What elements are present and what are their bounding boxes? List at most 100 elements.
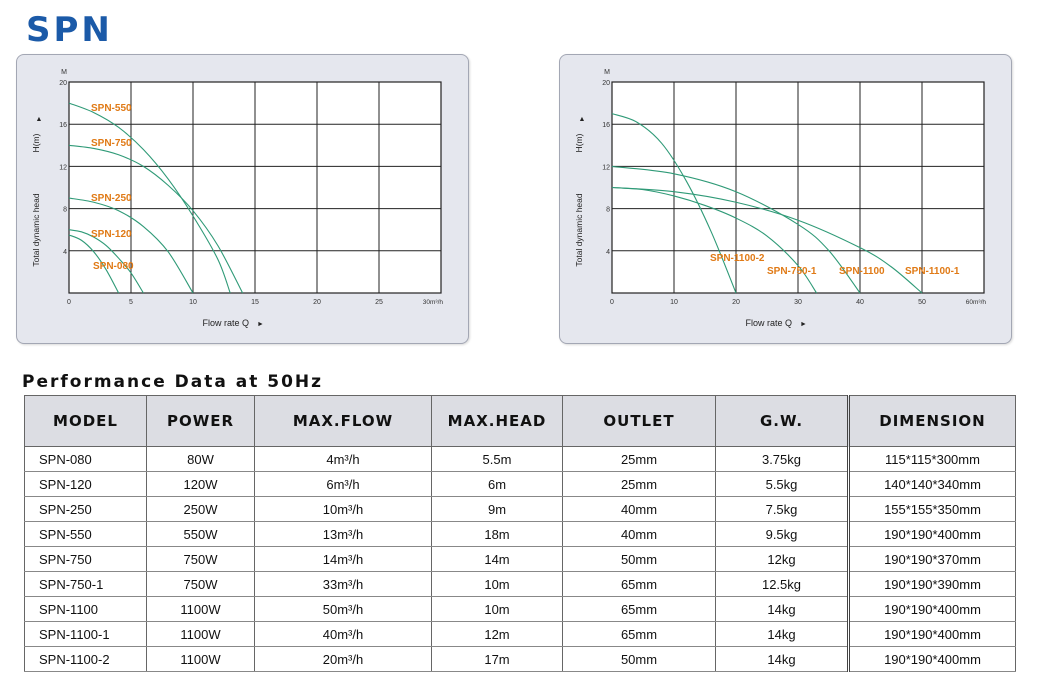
cell-model: SPN-1100-1 [24,621,147,647]
cell-dimension: 115*115*300mm [847,446,1016,472]
series-label: SPN-250 [91,193,132,204]
cell-model: SPN-1100-2 [24,646,147,672]
cell-max-flow: 13m³/h [254,521,432,547]
cell-max-flow: 40m³/h [254,621,432,647]
chart-panel-left: 0 5 10 15 20 25 30m³/h 4 8 12 16 20 M Total dynamic h… [16,54,469,344]
cell-gw: 3.75kg [715,446,849,472]
y-tick-label: 20 [602,80,610,87]
y-tick-label: 8 [63,207,67,214]
x-axis-label: Flow rate Q [745,318,792,328]
section-title: Performance Data at 50Hz [22,372,324,392]
cell-model: SPN-250 [24,496,147,522]
cell-max-head: 18m [431,521,563,547]
table-row: SPN-120 120W 6m³/h 6m 25mm 5.5kg 140*140*340mm [24,471,1016,497]
table-header-row: MODEL POWER MAX.FLOW MAX.HEAD OUTLET G.W… [24,395,1016,447]
cell-max-flow: 50m³/h [254,596,432,622]
y-axis-unit: M [604,69,610,76]
header-dimension: DIMENSION [847,395,1016,447]
y-axis-label: Total dynamic head [31,193,41,267]
series-line [68,234,120,294]
header-max-flow: MAX.FLOW [254,395,432,447]
series-label: SPN-1100-2 [710,253,765,264]
cell-max-head: 10m [431,596,563,622]
cell-model: SPN-550 [24,521,147,547]
cell-model: SPN-750-1 [24,571,147,597]
x-tick-label: 0 [67,299,71,306]
cell-power: 250W [146,496,255,522]
y-tick-label: 16 [59,122,67,129]
x-tick-label: 20 [313,299,321,306]
series-label: SPN-1100 [839,266,885,277]
x-tick-label: 20 [732,299,740,306]
cell-power: 550W [146,521,255,547]
cell-model: SPN-750 [24,546,147,572]
cell-max-head: 14m [431,546,563,572]
cell-dimension: 190*190*400mm [847,521,1016,547]
x-tick-label: 10 [189,299,197,306]
cell-max-flow: 33m³/h [254,571,432,597]
series-line [68,197,194,294]
cell-gw: 12.5kg [715,571,849,597]
cell-dimension: 190*190*390mm [847,571,1016,597]
pump-curve-chart-right: 0 10 20 30 40 50 60m³/h 4 8 12 16 20 M Total dynamic … [574,69,987,328]
cell-max-flow: 6m³/h [254,471,432,497]
cell-outlet: 65mm [562,596,716,622]
header-power: POWER [146,395,255,447]
header-model: MODEL [24,395,147,447]
table-row: SPN-550 550W 13m³/h 18m 40mm 9.5kg 190*190*400… [24,521,1016,547]
header-gw: G.W. [715,395,849,447]
series-line [68,144,244,294]
cell-power: 120W [146,471,255,497]
pump-curve-chart-left: 0 5 10 15 20 25 30m³/h 4 8 12 16 20 M Total dynamic h… [31,69,444,328]
y-tick-label: 20 [59,80,67,87]
cell-dimension: 190*190*400mm [847,621,1016,647]
series-label: SPN-750 [91,138,132,149]
cell-power: 1100W [146,646,255,672]
x-tick-label: 15 [251,299,259,306]
cell-gw: 12kg [715,546,849,572]
series-label: SPN-080 [93,261,134,272]
x-axis-unit: 60m³/h [966,299,987,306]
cell-gw: 7.5kg [715,496,849,522]
chart-panel-right: 0 10 20 30 40 50 60m³/h 4 8 12 16 20 M Total dynamic … [559,54,1012,344]
table-row: SPN-080 80W 4m³/h 5.5m 25mm 3.75kg 115*115*300… [24,446,1016,472]
y-axis-label: Total dynamic head [574,193,584,267]
cell-model: SPN-1100 [24,596,147,622]
cell-outlet: 65mm [562,571,716,597]
x-axis-arrow-icon: ► [257,321,264,328]
series-label: SPN-120 [91,229,132,240]
series-line [611,186,818,294]
cell-gw: 14kg [715,621,849,647]
brand-title: SPN [26,10,113,50]
cell-outlet: 25mm [562,446,716,472]
cell-gw: 14kg [715,596,849,622]
cell-gw: 9.5kg [715,521,849,547]
table-row: SPN-250 250W 10m³/h 9m 40mm 7.5kg 155*155*350m… [24,496,1016,522]
table-row: SPN-1100-2 1100W 20m³/h 17m 50mm 14kg 190*190*… [24,646,1016,672]
cell-power: 1100W [146,621,255,647]
performance-table: MODEL POWER MAX.FLOW MAX.HEAD OUTLET G.W… [24,395,1016,672]
x-tick-label: 50 [918,299,926,306]
x-axis-unit: 30m³/h [423,299,444,306]
table-row: SPN-1100 1100W 50m³/h 10m 65mm 14kg 190*190*40… [24,596,1016,622]
y-axis-arrow-icon: ▲ [579,116,586,123]
cell-max-head: 6m [431,471,563,497]
x-tick-label: 30 [794,299,802,306]
series-line [68,102,231,294]
cell-outlet: 25mm [562,471,716,497]
cell-gw: 5.5kg [715,471,849,497]
series-label: SPN-550 [91,103,132,114]
cell-power: 750W [146,546,255,572]
cell-outlet: 50mm [562,646,716,672]
y-tick-label: 8 [606,207,610,214]
x-tick-label: 25 [375,299,383,306]
cell-dimension: 190*190*370mm [847,546,1016,572]
cell-max-flow: 14m³/h [254,546,432,572]
cell-power: 1100W [146,596,255,622]
y-tick-label: 4 [63,249,67,256]
x-tick-label: 40 [856,299,864,306]
cell-dimension: 190*190*400mm [847,646,1016,672]
y-tick-label: 12 [59,164,67,171]
cell-power: 80W [146,446,255,472]
cell-max-head: 9m [431,496,563,522]
